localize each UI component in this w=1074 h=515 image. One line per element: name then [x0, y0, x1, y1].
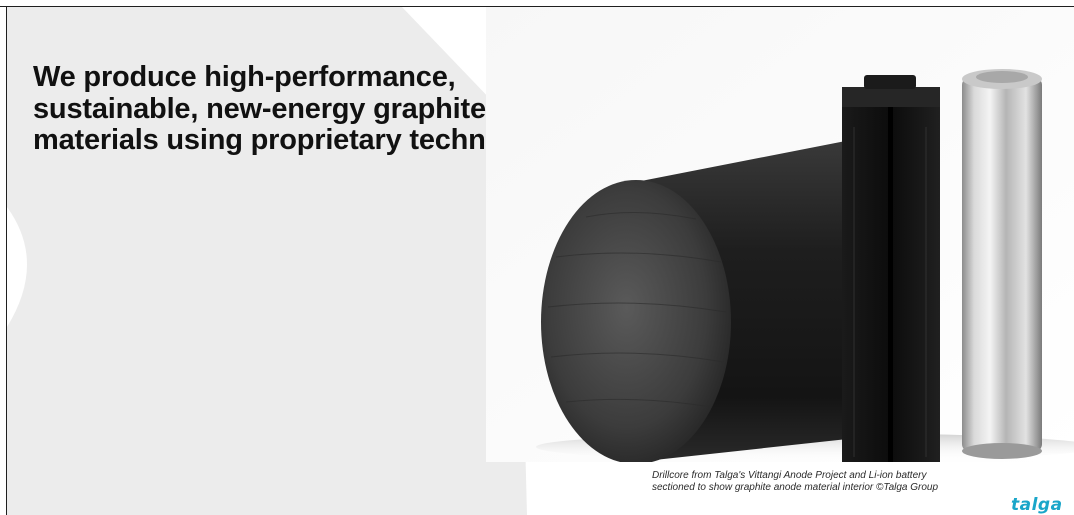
slide-border-left — [6, 6, 7, 515]
product-photo — [486, 7, 1074, 462]
photo-caption: Drillcore from Talga's Vittangi Anode Pr… — [652, 470, 1052, 494]
talga-logo: talga — [1011, 495, 1063, 515]
background-shape — [7, 7, 527, 515]
slide-border-top — [0, 6, 1074, 7]
caption-line-2: sectioned to show graphite anode materia… — [652, 482, 939, 493]
caption-line-1: Drillcore from Talga's Vittangi Anode Pr… — [652, 470, 927, 481]
